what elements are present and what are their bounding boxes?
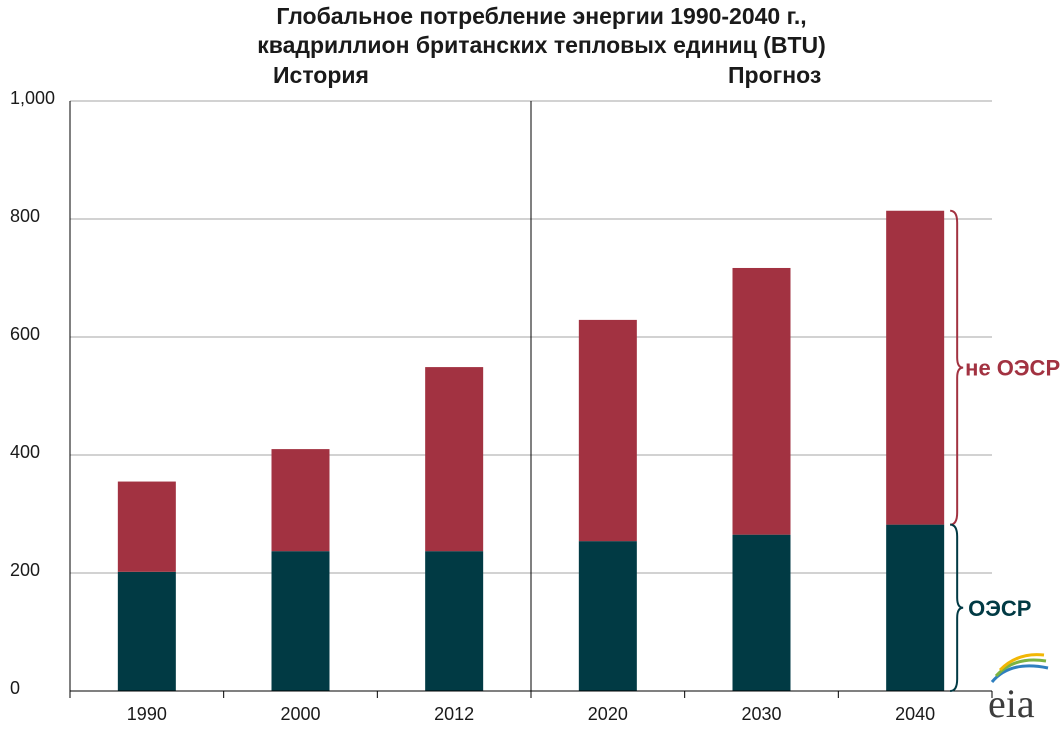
bar-oecd-2030 xyxy=(732,534,791,691)
series-label-non-oecd: не ОЭСР xyxy=(965,356,1060,381)
brace-non-oecd xyxy=(950,209,964,526)
series-label-oecd: ОЭСР xyxy=(968,596,1031,621)
chart-subtitle: квадриллион британских тепловых единиц (… xyxy=(257,32,826,58)
eia-logo-text: eia xyxy=(988,681,1035,726)
bar-non-oecd-2000 xyxy=(271,449,330,552)
x-tick-label: 2020 xyxy=(588,704,628,724)
section-label-history: История xyxy=(273,62,369,88)
x-tick-label: 2040 xyxy=(895,704,935,724)
bar-oecd-2012 xyxy=(425,551,484,691)
bar-non-oecd-2020 xyxy=(578,319,637,542)
y-tick-label: 800 xyxy=(10,206,40,226)
x-tick-label: 2000 xyxy=(280,704,320,724)
x-tick-label: 1990 xyxy=(127,704,167,724)
bar-non-oecd-2040 xyxy=(886,210,945,525)
eia-logo-icon: eia xyxy=(988,653,1049,726)
eia-logo-arc xyxy=(998,653,1045,672)
bar-oecd-2000 xyxy=(271,551,330,691)
bar-oecd-2020 xyxy=(578,541,637,691)
x-tick-label: 2012 xyxy=(434,704,474,724)
y-tick-label: 1,000 xyxy=(10,88,55,108)
eia-logo-arc xyxy=(994,658,1047,678)
bar-non-oecd-1990 xyxy=(117,481,176,572)
bar-oecd-2040 xyxy=(886,524,945,691)
bar-non-oecd-2030 xyxy=(732,267,791,535)
chart-title: Глобальное потребление энергии 1990-2040… xyxy=(276,3,807,29)
brace-oecd xyxy=(950,523,964,692)
y-tick-label: 400 xyxy=(10,442,40,462)
y-tick-label: 0 xyxy=(10,678,20,698)
y-tick-label: 600 xyxy=(10,324,40,344)
x-tick-label: 2030 xyxy=(741,704,781,724)
bar-oecd-1990 xyxy=(117,571,176,691)
eia-logo-arc xyxy=(990,664,1049,683)
y-tick-label: 200 xyxy=(10,560,40,580)
bar-non-oecd-2012 xyxy=(425,367,484,552)
section-label-forecast: Прогноз xyxy=(728,62,822,88)
